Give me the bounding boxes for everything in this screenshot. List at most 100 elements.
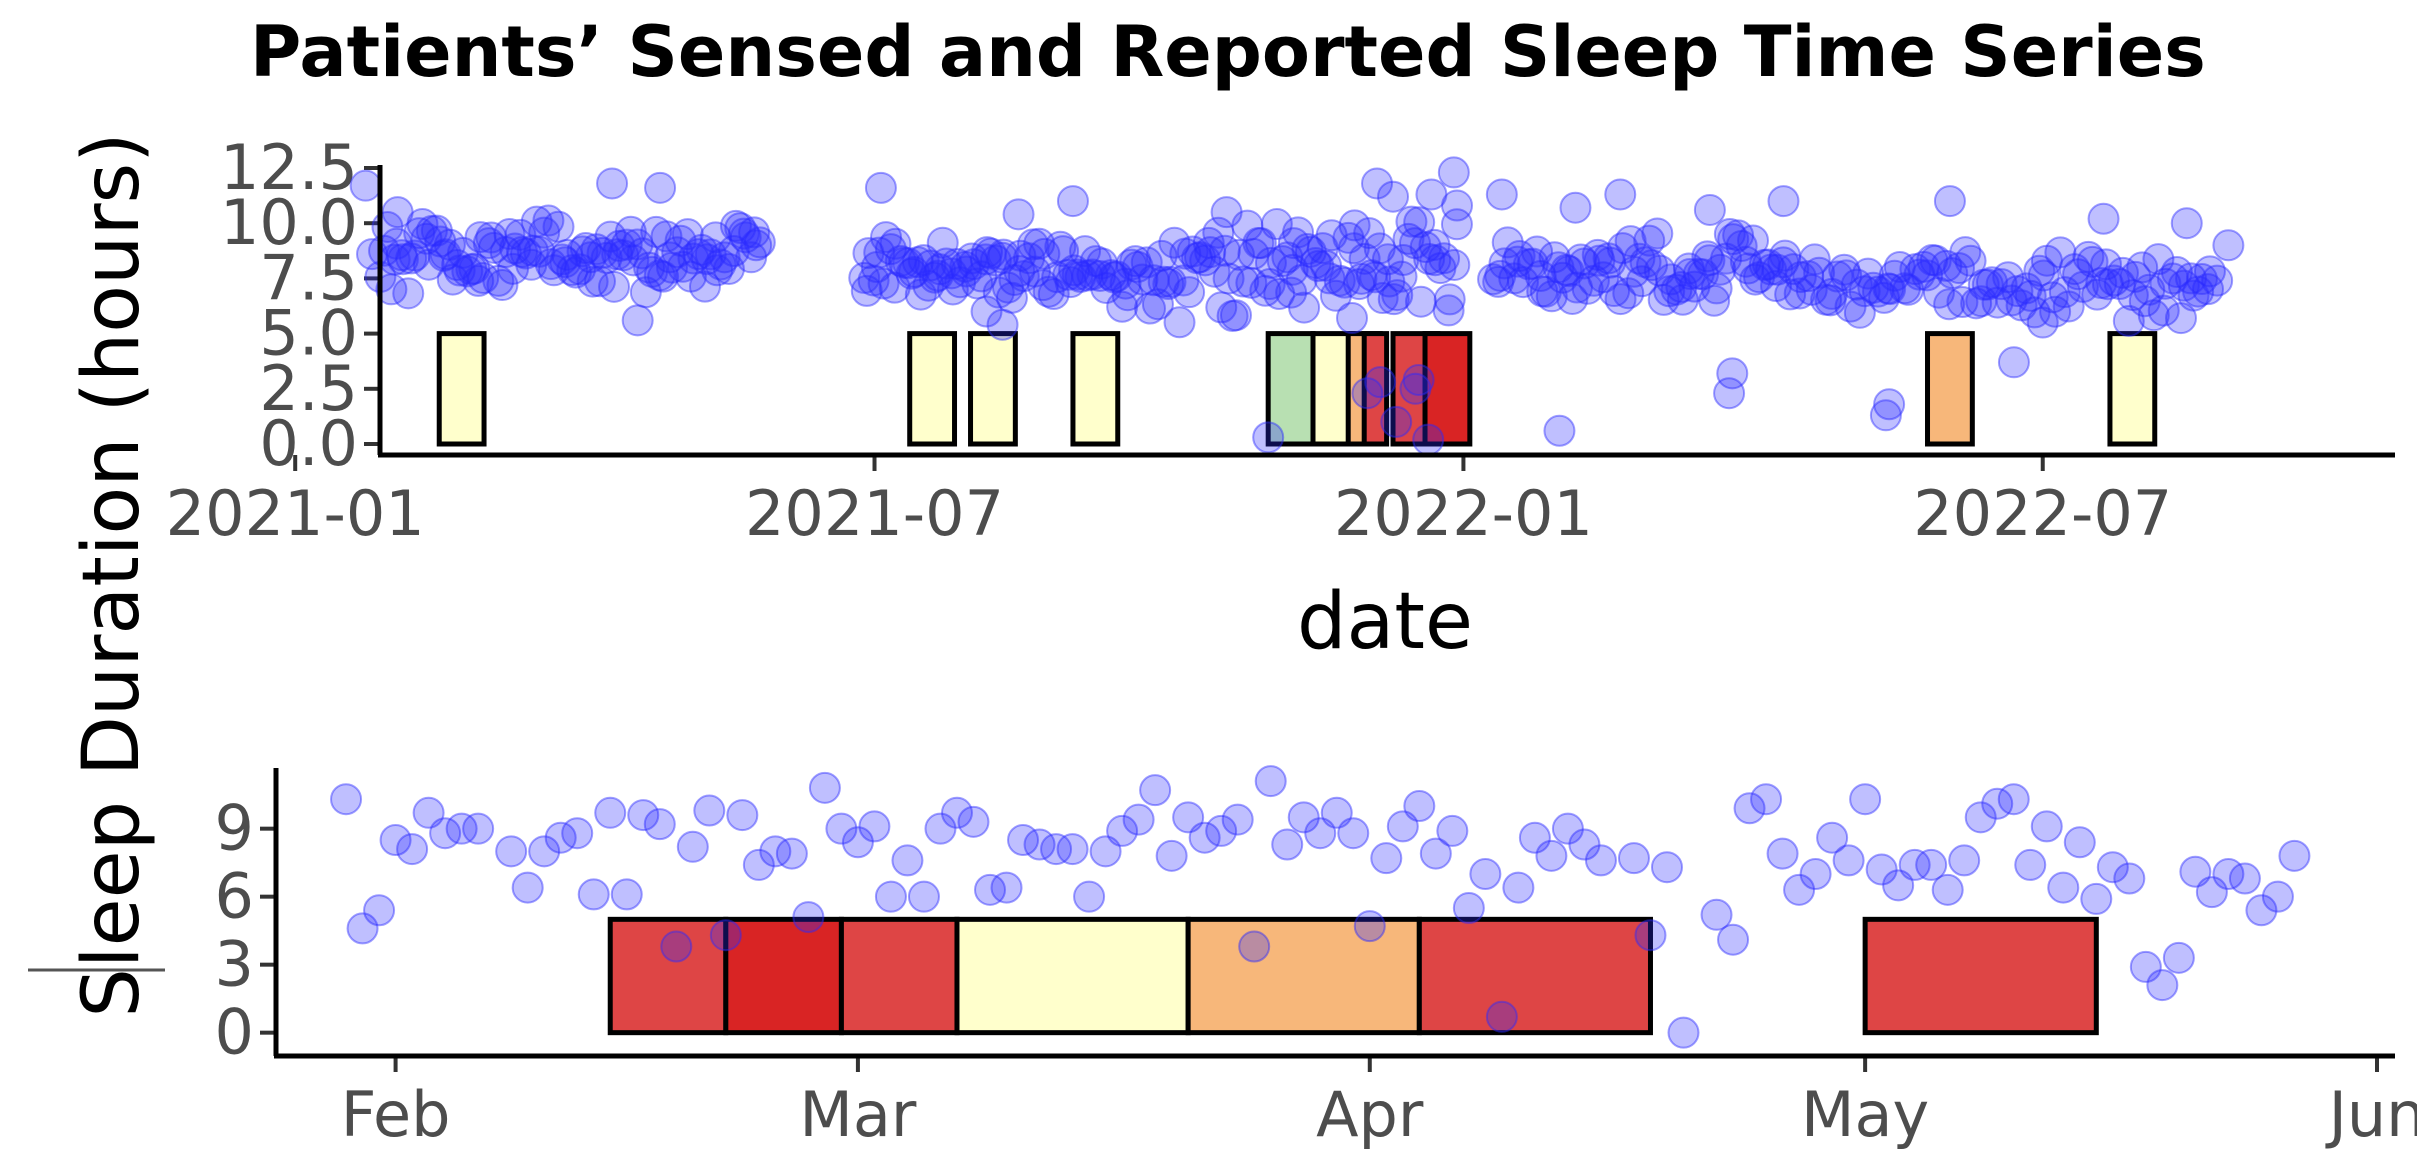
sleep-point bbox=[1094, 259, 1127, 292]
sleep-point bbox=[1310, 249, 1343, 282]
sleep-point bbox=[1398, 227, 1431, 260]
sleep-point bbox=[1975, 266, 2008, 299]
sleep-point bbox=[2146, 969, 2179, 1002]
sleep-point bbox=[1865, 853, 1898, 886]
sleep-point bbox=[549, 246, 582, 279]
sleep-point bbox=[1291, 233, 1324, 266]
sleep-point bbox=[1192, 226, 1225, 259]
sleep-point bbox=[1568, 247, 1601, 280]
sleep-point bbox=[1518, 821, 1551, 854]
sleep-point bbox=[898, 256, 931, 289]
sleep-point bbox=[924, 812, 957, 845]
sleep-point bbox=[1023, 828, 1056, 861]
sleep-point bbox=[740, 229, 773, 262]
rating-band bbox=[607, 916, 729, 1036]
sleep-point bbox=[515, 248, 548, 281]
sleep-point bbox=[1594, 246, 1627, 279]
sleep-point bbox=[1933, 288, 1966, 321]
sleep-point bbox=[1729, 245, 1762, 278]
sleep-point bbox=[398, 239, 431, 272]
sleep-point bbox=[1076, 258, 1109, 291]
rating-band bbox=[1416, 916, 1653, 1036]
sleep-point bbox=[792, 901, 825, 934]
sleep-point bbox=[1948, 844, 1981, 877]
sleep-point bbox=[1653, 275, 1686, 308]
sleep-point bbox=[674, 260, 707, 293]
sleep-point bbox=[2278, 839, 2311, 872]
sleep-point bbox=[1739, 263, 1772, 296]
sleep-point bbox=[1155, 839, 1188, 872]
sleep-point bbox=[1767, 185, 1800, 218]
sleep-point bbox=[685, 233, 718, 266]
sleep-point bbox=[1717, 923, 1750, 956]
sleep-point bbox=[1244, 227, 1277, 260]
sleep-point bbox=[717, 235, 750, 268]
sleep-point bbox=[1882, 869, 1915, 902]
sleep-point bbox=[2195, 876, 2228, 909]
sleep-point bbox=[1167, 264, 1200, 297]
sleep-point bbox=[1933, 185, 1966, 218]
sleep-point bbox=[2201, 264, 2234, 297]
sleep-point bbox=[1750, 783, 1783, 816]
sleep-point bbox=[1848, 275, 1881, 308]
sleep-point bbox=[1115, 248, 1148, 281]
sleep-point bbox=[493, 217, 526, 250]
sleep-point bbox=[982, 276, 1015, 309]
y-tick-label: 6 bbox=[215, 860, 254, 933]
y-tick-label: 5.0 bbox=[259, 297, 358, 370]
sleep-point bbox=[694, 238, 727, 271]
sleep-point bbox=[583, 265, 616, 298]
sleep-point bbox=[986, 241, 1019, 274]
sleep-point bbox=[2137, 299, 2170, 332]
sleep-point bbox=[1832, 844, 1865, 877]
sleep-point bbox=[701, 254, 734, 287]
sleep-point bbox=[1506, 266, 1539, 299]
sleep-point bbox=[1943, 252, 1976, 285]
sleep-point bbox=[1263, 277, 1296, 310]
rating-band bbox=[1185, 916, 1422, 1036]
sleep-point bbox=[1227, 265, 1260, 298]
sleep-point bbox=[1816, 821, 1849, 854]
sleep-point bbox=[729, 221, 762, 254]
sleep-point bbox=[1604, 178, 1637, 211]
sleep-point bbox=[1364, 366, 1397, 399]
sleep-point bbox=[1208, 234, 1241, 267]
sleep-point bbox=[564, 253, 597, 286]
sleep-point bbox=[926, 226, 959, 259]
sleep-point bbox=[879, 227, 912, 260]
sleep-point bbox=[415, 215, 448, 248]
sleep-point bbox=[446, 236, 479, 269]
sleep-point bbox=[1618, 255, 1651, 288]
sleep-point bbox=[2170, 207, 2203, 240]
sleep-point bbox=[1577, 264, 1610, 297]
y-tick-label: 3 bbox=[215, 928, 254, 1001]
sleep-point bbox=[363, 894, 396, 927]
sleep-point bbox=[1556, 282, 1589, 315]
chart-title: Patients’ Sensed and Reported Sleep Time… bbox=[250, 11, 2206, 93]
sleep-point bbox=[1733, 792, 1766, 825]
sleep-point bbox=[1949, 236, 1982, 269]
sleep-point bbox=[1380, 405, 1413, 438]
sleep-point bbox=[1650, 851, 1683, 884]
sleep-point bbox=[475, 221, 508, 254]
sleep-point bbox=[2026, 306, 2059, 339]
sleep-point bbox=[375, 273, 408, 306]
sleep-point bbox=[1412, 423, 1445, 456]
sleep-point bbox=[727, 217, 760, 250]
sleep-point bbox=[1535, 839, 1568, 872]
sleep-point bbox=[1898, 848, 1931, 881]
sleep-point bbox=[1158, 226, 1191, 259]
sleep-point bbox=[841, 826, 874, 859]
sleep-point bbox=[2228, 862, 2261, 895]
x-tick-label: 2021-07 bbox=[745, 477, 1004, 550]
sleep-point bbox=[2113, 862, 2146, 895]
sleep-point bbox=[661, 236, 694, 269]
sleep-point bbox=[1477, 263, 1510, 296]
sleep-point bbox=[921, 259, 954, 292]
sleep-point bbox=[429, 817, 462, 850]
sleep-point bbox=[1194, 236, 1227, 269]
sleep-point bbox=[429, 238, 462, 271]
sleep-point bbox=[1361, 167, 1394, 200]
sleep-point bbox=[2185, 263, 2218, 296]
sleep-point bbox=[1660, 273, 1693, 306]
